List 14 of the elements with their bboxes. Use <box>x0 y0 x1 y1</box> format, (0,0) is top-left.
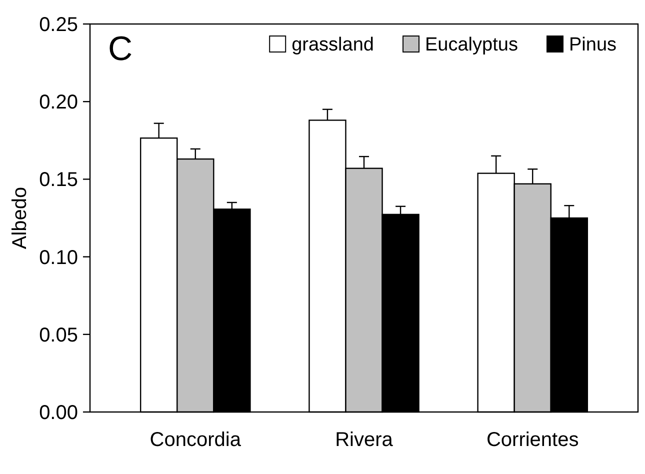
x-tick-label: Rivera <box>335 429 394 451</box>
y-tick-label: 0.00 <box>39 402 78 424</box>
legend-label: Eucalyptus <box>425 34 518 56</box>
y-tick-label: 0.05 <box>39 324 78 346</box>
y-axis-title: Albedo <box>9 186 31 250</box>
legend-label: Pinus <box>569 34 617 56</box>
legend-label: grassland <box>292 34 374 56</box>
annotation: C <box>108 30 133 68</box>
y-tick-label: 0.20 <box>39 92 78 114</box>
y-tick-label: 0.15 <box>39 169 78 192</box>
y-tick-label: 0.25 <box>39 14 78 36</box>
x-tick-label: Concordia <box>150 429 242 451</box>
y-tick-label: 0.10 <box>39 246 78 269</box>
x-tick-label: Corrientes <box>486 429 579 451</box>
